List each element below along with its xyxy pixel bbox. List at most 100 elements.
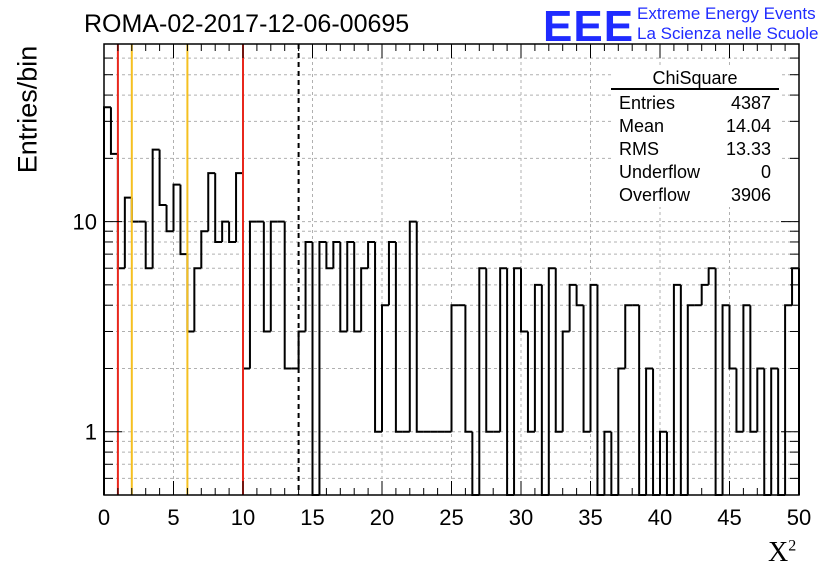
histogram-bin: [235, 172, 243, 242]
x-tick-label: 40: [648, 505, 672, 530]
histogram-bin: [200, 230, 209, 269]
stats-row-mean: Mean 14.04: [611, 115, 779, 138]
histogram-bin: [262, 221, 271, 333]
histogram-bin: [485, 268, 494, 433]
histogram-bin: [297, 330, 306, 369]
histogram-bin: [318, 240, 327, 495]
stats-label: Entries: [619, 93, 676, 113]
histogram-bin: [103, 106, 111, 495]
histogram-bin: [770, 367, 779, 495]
stats-row-rms: RMS 13.33: [611, 138, 779, 161]
histogram-bin: [283, 221, 292, 370]
histogram-bin: [116, 153, 125, 270]
stats-value: 13.33: [725, 139, 771, 159]
stats-row-overflow: Overflow 3906: [611, 184, 779, 207]
histogram-bin: [540, 284, 549, 496]
eee-logo-mark: EEE: [543, 2, 635, 51]
histogram-bin: [387, 240, 396, 306]
x-tick-label: 50: [787, 505, 811, 530]
histogram-bin: [450, 304, 459, 432]
histogram-bin: [158, 149, 167, 206]
plot-title: ROMA-02-2017-12-06-00695: [84, 10, 410, 38]
histogram-bin: [575, 284, 584, 307]
histogram-bin: [478, 267, 487, 495]
logo-tagline-2: La Scienza nelle Scuole: [637, 24, 819, 43]
histogram-bin: [568, 283, 577, 332]
histogram-bin: [686, 304, 695, 495]
histogram-bin: [165, 204, 174, 233]
x-axis-label: X2: [768, 537, 796, 569]
histogram-bin: [172, 183, 181, 232]
y-tick-label: 1: [85, 420, 97, 445]
histogram-bin: [659, 430, 667, 495]
x-tick-label: 25: [439, 505, 463, 530]
histogram-bin: [408, 220, 417, 432]
histogram-bin: [728, 305, 737, 370]
histogram-bin: [179, 184, 188, 256]
histogram-bin: [638, 305, 647, 496]
x-tick-label: 10: [231, 505, 255, 530]
stats-value: 0: [760, 162, 771, 182]
histogram-bin: [346, 240, 355, 332]
histogram-bin: [596, 284, 605, 496]
histogram-bin: [707, 267, 716, 285]
histogram-bin: [589, 283, 598, 432]
histogram-bin: [248, 220, 257, 369]
histogram-bin: [533, 283, 542, 432]
histogram-bin: [464, 305, 473, 433]
histogram-bin: [151, 148, 160, 269]
x-tick-label: 5: [167, 505, 179, 530]
histogram-bin: [506, 268, 515, 496]
histogram-bin: [109, 107, 118, 155]
histogram-bin: [214, 173, 223, 243]
x-tick-label: 0: [98, 505, 110, 530]
stats-value: 14.04: [725, 116, 771, 136]
histogram-bin: [742, 304, 751, 432]
x-axis-label-exponent: 2: [788, 537, 797, 555]
histogram-bin: [130, 197, 139, 223]
histogram-bin: [123, 196, 132, 269]
histogram-bin: [339, 241, 348, 333]
histogram-bin: [554, 268, 563, 433]
histogram-bin: [700, 283, 709, 306]
histogram-bin: [381, 304, 389, 432]
logo-tagline-1: Extreme Energy Events: [637, 4, 816, 23]
stats-label: Overflow: [619, 185, 691, 205]
x-tick-label: 20: [370, 505, 394, 530]
histogram-bin: [582, 305, 591, 433]
stats-name: ChiSquare: [611, 68, 779, 90]
stats-label: Underflow: [619, 162, 701, 182]
histogram-bin: [513, 267, 521, 495]
histogram-bin: [332, 240, 341, 269]
histogram-bin: [360, 267, 369, 332]
histogram-bin: [735, 368, 744, 433]
stats-row-underflow: Underflow 0: [611, 161, 779, 184]
stats-label: Mean: [619, 116, 665, 136]
histogram-bin: [756, 367, 765, 432]
histogram-bin: [679, 284, 688, 496]
histogram-bin: [325, 241, 334, 270]
histogram-bin: [547, 267, 556, 495]
stats-row-entries: Entries 4387: [611, 92, 779, 115]
stats-value: 3906: [730, 185, 771, 205]
histogram-bin: [784, 304, 793, 495]
histogram-bin: [269, 220, 278, 332]
histogram-bin: [242, 173, 250, 370]
histogram-bin: [624, 304, 633, 369]
histogram-bin: [228, 221, 237, 243]
histogram-bin: [721, 304, 730, 495]
histogram-bin: [207, 172, 216, 232]
x-tick-label: 35: [578, 505, 602, 530]
histogram-bin: [367, 240, 376, 269]
x-axis-label-symbol: X: [768, 537, 789, 568]
histogram-bin: [603, 430, 612, 495]
x-tick-label: 15: [300, 505, 324, 530]
histogram-bin: [221, 220, 230, 242]
stats-box: ChiSquare Entries 4387 Mean 14.04 RMS 13.33…: [611, 68, 779, 207]
histogram-bin: [193, 267, 202, 332]
histogram-bin: [617, 367, 626, 495]
histogram-bin: [520, 268, 528, 333]
histogram-bin: [144, 221, 153, 270]
histogram-bin: [526, 331, 535, 433]
